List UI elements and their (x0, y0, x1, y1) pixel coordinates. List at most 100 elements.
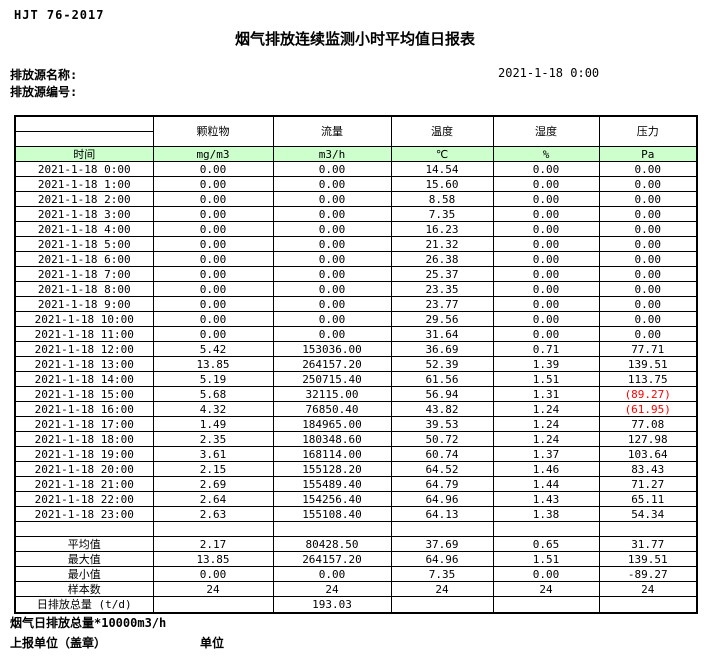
value-cell: 43.82 (390, 401, 494, 417)
value-cell: 155489.40 (272, 476, 392, 492)
table-row: 2021-1-18 20:00 2.15 155128.20 64.52 1.46 83.… (14, 461, 698, 477)
summary-row: 样本数 24 24 24 24 24 (14, 581, 698, 597)
page-title: 烟气排放连续监测小时平均值日报表 (234, 30, 475, 48)
value-cell: 29.56 (390, 311, 494, 327)
time-cell: 2021-1-18 11:00 (14, 326, 154, 342)
value-cell: 64.79 (390, 476, 494, 492)
value-cell: 0.00 (152, 206, 274, 222)
value-cell: 2.17 (152, 536, 274, 552)
time-cell: 2021-1-18 4:00 (14, 221, 154, 237)
value-cell: 0.00 (598, 326, 698, 342)
footer-note: 烟气日排放总量*10000m3/h (10, 616, 167, 630)
time-cell: 2021-1-18 12:00 (14, 341, 154, 357)
value-cell: 0.00 (598, 176, 698, 192)
table-row: 2021-1-18 11:00 0.00 0.00 31.64 0.00 0.00 (14, 326, 698, 342)
time-cell: 2021-1-18 3:00 (14, 206, 154, 222)
value-cell: 0.00 (152, 161, 274, 177)
table-row: 2021-1-18 23:00 2.63 155108.40 64.13 1.38 54.… (14, 506, 698, 522)
value-cell: 0.00 (598, 251, 698, 267)
value-cell: 0.00 (492, 221, 600, 237)
value-cell: 23.35 (390, 281, 494, 297)
value-cell: 61.56 (390, 371, 494, 387)
source-name-label: 排放源名称: (10, 68, 78, 82)
value-cell: 155128.20 (272, 461, 392, 477)
value-cell: 264157.20 (272, 356, 392, 372)
value-cell: 0.00 (598, 281, 698, 297)
value-cell: 15.60 (390, 176, 494, 192)
value-cell: 1.43 (492, 491, 600, 507)
value-cell: 0.00 (492, 326, 600, 342)
value-cell: 77.71 (598, 341, 698, 357)
empty-row (14, 521, 698, 537)
value-cell: 13.85 (152, 356, 274, 372)
value-cell: 154256.40 (272, 491, 392, 507)
time-cell: 2021-1-18 16:00 (14, 401, 154, 417)
time-cell: 2021-1-18 10:00 (14, 311, 154, 327)
table-row: 2021-1-18 22:00 2.64 154256.40 64.96 1.43 65.… (14, 491, 698, 507)
value-cell: 0.00 (598, 206, 698, 222)
value-cell: 56.94 (390, 386, 494, 402)
value-cell: 0.00 (598, 191, 698, 207)
value-cell: 0.00 (598, 236, 698, 252)
table-row: 2021-1-18 21:00 2.69 155489.40 64.79 1.44 71.… (14, 476, 698, 492)
table-row: 2021-1-18 0:00 0.00 0.00 14.54 0.00 0.00 (14, 161, 698, 177)
value-cell: 0.00 (272, 236, 392, 252)
value-cell: 36.69 (390, 341, 494, 357)
summary-label: 样本数 (14, 581, 154, 597)
value-cell: 103.64 (598, 446, 698, 462)
value-cell: 0.00 (492, 161, 600, 177)
value-cell: 0.00 (492, 566, 600, 582)
value-cell: 25.37 (390, 266, 494, 282)
summary-row: 最大值 13.85 264157.20 64.96 1.51 139.51 (14, 551, 698, 567)
table-row: 2021-1-18 15:00 5.68 32115.00 56.94 1.31 (89.… (14, 386, 698, 402)
table-row: 2021-1-18 5:00 0.00 0.00 21.32 0.00 0.00 (14, 236, 698, 252)
value-cell: 2.63 (152, 506, 274, 522)
value-cell: 184965.00 (272, 416, 392, 432)
value-cell: 0.65 (492, 536, 600, 552)
column-header-humidity: 湿度 (492, 115, 600, 147)
value-cell: 1.39 (492, 356, 600, 372)
value-cell: 0.00 (492, 206, 600, 222)
value-cell: 1.49 (152, 416, 274, 432)
summary-label: 平均值 (14, 536, 154, 552)
value-cell: 1.24 (492, 416, 600, 432)
value-cell: 264157.20 (272, 551, 392, 567)
value-cell: 37.69 (390, 536, 494, 552)
table-row: 2021-1-18 10:00 0.00 0.00 29.56 0.00 0.00 (14, 311, 698, 327)
value-cell: 0.00 (152, 281, 274, 297)
time-cell: 2021-1-18 5:00 (14, 236, 154, 252)
value-cell: 139.51 (598, 356, 698, 372)
value-cell: 0.00 (598, 161, 698, 177)
value-cell: 83.43 (598, 461, 698, 477)
value-cell: 2.15 (152, 461, 274, 477)
value-cell: 76850.40 (272, 401, 392, 417)
table-row: 2021-1-18 8:00 0.00 0.00 23.35 0.00 0.00 (14, 281, 698, 297)
value-cell: 139.51 (598, 551, 698, 567)
value-cell: 0.00 (272, 266, 392, 282)
value-cell: 24 (272, 581, 392, 597)
summary-row: 平均值 2.17 80428.50 37.69 0.65 31.77 (14, 536, 698, 552)
value-cell: 0.00 (152, 296, 274, 312)
units-row: 时间 mg/m3 m3/h ℃ % Pa (14, 146, 698, 162)
data-rows: 2021-1-18 0:00 0.00 0.00 14.54 0.00 0.00 2021-… (14, 161, 698, 522)
unit-humidity: % (492, 146, 600, 162)
value-cell: 24 (390, 581, 494, 597)
value-cell: 0.00 (598, 221, 698, 237)
value-cell: 16.23 (390, 221, 494, 237)
summary-label: 最大值 (14, 551, 154, 567)
value-cell: 54.34 (598, 506, 698, 522)
value-cell: 0.00 (492, 311, 600, 327)
column-header-pressure: 压力 (598, 115, 698, 147)
table-row: 2021-1-18 2:00 0.00 0.00 8.58 0.00 0.00 (14, 191, 698, 207)
value-cell: 24 (492, 581, 600, 597)
header-row-pollutants: 颗粒物 流量 温度 湿度 压力 (14, 115, 698, 147)
time-cell: 2021-1-18 19:00 (14, 446, 154, 462)
value-cell: 5.19 (152, 371, 274, 387)
time-cell: 2021-1-18 6:00 (14, 251, 154, 267)
table-row: 2021-1-18 6:00 0.00 0.00 26.38 0.00 0.00 (14, 251, 698, 267)
value-cell: 113.75 (598, 371, 698, 387)
table-row: 2021-1-18 1:00 0.00 0.00 15.60 0.00 0.00 (14, 176, 698, 192)
time-cell: 2021-1-18 14:00 (14, 371, 154, 387)
value-cell: 1.51 (492, 371, 600, 387)
value-cell: 0.00 (152, 191, 274, 207)
